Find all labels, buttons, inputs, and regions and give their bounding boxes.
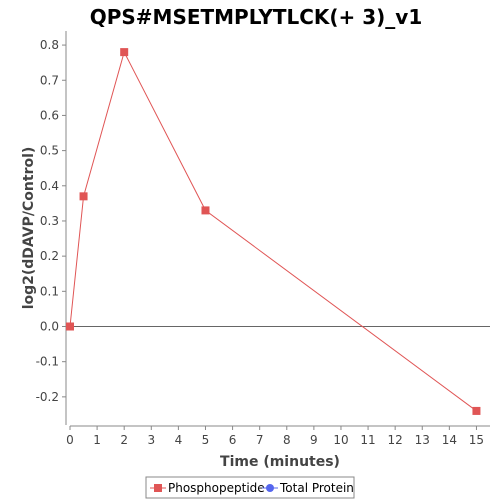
x-tick-label: 5 [202, 433, 210, 447]
x-tick-label: 10 [333, 433, 348, 447]
y-tick-label: 0.1 [40, 284, 59, 298]
data-point-phosphopeptide [79, 192, 88, 201]
legend-label-total-protein: Total Protein [279, 481, 354, 495]
x-axis-ticks: 0 1 2 3 4 5 6 7 8 9 10 11 12 13 14 15 [66, 426, 484, 447]
legend-marker-phosphopeptide [154, 484, 162, 492]
y-tick-label: 0.7 [40, 73, 59, 87]
x-tick-label: 14 [442, 433, 457, 447]
x-tick-label: 4 [175, 433, 183, 447]
legend-box [145, 476, 355, 499]
x-tick-label: 11 [360, 433, 375, 447]
x-axis-label: Time (minutes) [220, 454, 340, 470]
x-tick-label: 9 [310, 433, 318, 447]
y-axis-ticks: -0.2 -0.1 0.0 0.1 0.2 0.3 0.4 0.5 0.6 0.7 0.8 [36, 38, 66, 404]
y-tick-label: 0.0 [40, 320, 59, 334]
x-tick-label: 6 [229, 433, 237, 447]
y-tick-label: 0.3 [40, 214, 59, 228]
x-tick-label: 12 [388, 433, 403, 447]
x-tick-label: 3 [147, 433, 155, 447]
chart-title: QPS#MSETMPLYTLCK(+ 3)_v1 [90, 5, 423, 29]
y-tick-label: 0.4 [40, 179, 59, 193]
data-point-phosphopeptide [201, 206, 210, 215]
y-tick-label: 0.8 [40, 38, 59, 52]
x-tick-label: 13 [415, 433, 430, 447]
y-tick-label: -0.1 [36, 355, 59, 369]
legend-marker-total-protein [266, 484, 274, 492]
legend: Phosphopeptide Total Protein [145, 476, 355, 499]
data-point-phosphopeptide [472, 406, 481, 415]
x-tick-label: 8 [283, 433, 291, 447]
legend-label-phosphopeptide: Phosphopeptide [168, 481, 265, 495]
data-point-phosphopeptide [120, 48, 129, 57]
series-layer [66, 48, 481, 415]
y-tick-label: 0.2 [40, 249, 59, 263]
x-tick-label: 0 [66, 433, 74, 447]
x-tick-label: 2 [120, 433, 128, 447]
x-tick-label: 7 [256, 433, 264, 447]
x-tick-label: 1 [93, 433, 101, 447]
y-tick-label: -0.2 [36, 390, 59, 404]
plot-area [70, 31, 490, 425]
x-tick-label: 15 [469, 433, 484, 447]
y-axis-label: log2(dDAVP/Control) [21, 147, 37, 310]
data-point-phosphopeptide [66, 322, 74, 331]
y-tick-label: 0.6 [40, 108, 59, 122]
y-tick-label: 0.5 [40, 144, 59, 158]
